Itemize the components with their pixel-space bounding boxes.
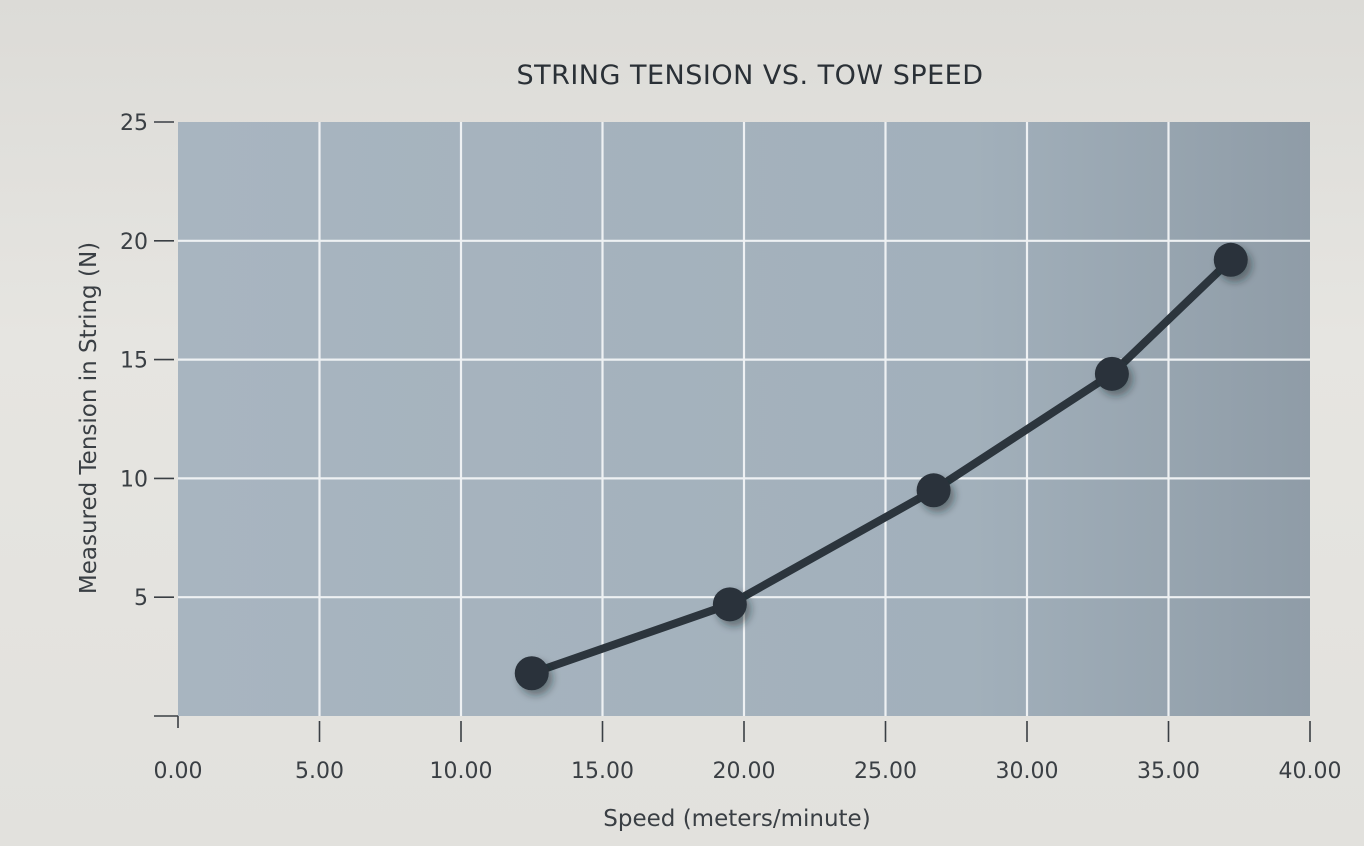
chart-title: STRING TENSION VS. TOW SPEED (516, 60, 983, 91)
x-axis-ticks: 0.00 5.00 10.00 15.00 20.00 25.00 30.00 35.00 40… (154, 721, 1342, 784)
y-axis-label: Measured Tension in String (N) (76, 242, 102, 594)
x-tick-label: 35.00 (1137, 759, 1200, 784)
x-tick-label: 0.00 (154, 759, 203, 784)
x-tick-label: 5.00 (295, 759, 344, 784)
data-point (1094, 356, 1129, 391)
x-axis-label: Speed (meters/minute) (603, 806, 870, 832)
axes (154, 715, 179, 728)
y-axis-ticks: 5 10 15 20 25 (120, 111, 174, 611)
y-tick-label: 10 (120, 467, 148, 492)
x-tick-label: 20.00 (713, 759, 776, 784)
y-tick-label: 25 (120, 111, 148, 136)
y-tick-label: 20 (120, 230, 148, 255)
x-tick-label: 40.00 (1279, 759, 1342, 784)
x-tick-label: 25.00 (854, 759, 917, 784)
data-point (712, 587, 747, 622)
x-tick-label: 15.00 (571, 759, 634, 784)
x-tick-label: 30.00 (996, 759, 1059, 784)
y-tick-label: 5 (134, 586, 148, 611)
data-point (916, 473, 951, 508)
y-tick-label: 15 (120, 349, 148, 374)
data-point (514, 656, 549, 691)
data-point (1213, 242, 1248, 277)
series-layer (514, 242, 1248, 691)
x-tick-label: 10.00 (430, 759, 493, 784)
